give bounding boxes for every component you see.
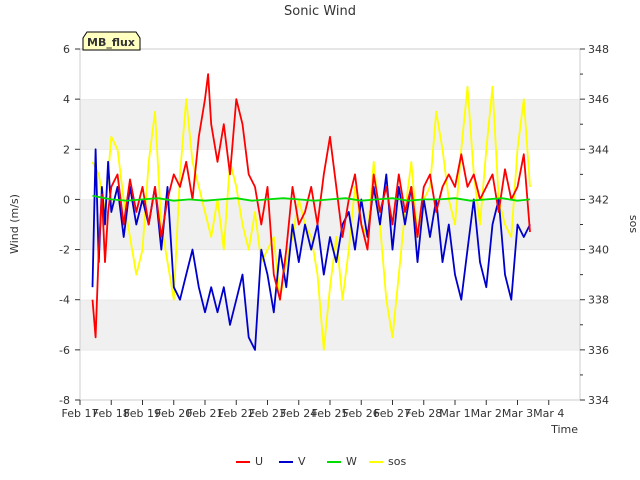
x-tick-label: Mar 2	[471, 407, 502, 420]
x-axis-label: Time	[550, 423, 578, 436]
legend-label-w: W	[346, 455, 357, 468]
series-line-u	[91, 73, 531, 339]
y2-tick-label: 344	[588, 143, 609, 156]
x-tick-label: Feb 26	[343, 407, 380, 420]
x-tick-label: Feb 28	[405, 407, 442, 420]
x-tick-label: Feb 24	[280, 407, 317, 420]
y2-tick-label: 342	[588, 193, 609, 206]
y-tick-label: 2	[63, 143, 70, 156]
x-tick-label: Mar 4	[533, 407, 564, 420]
site-badge-shape	[82, 31, 141, 51]
y2-tick-label: 340	[588, 244, 609, 257]
x-tick-label: Feb 27	[374, 407, 411, 420]
y-tick-label: 4	[63, 93, 70, 106]
x-tick-label: Feb 21	[187, 407, 224, 420]
y2-axis: 334 336 338 340 342 344 346 348	[580, 43, 609, 407]
x-tick-label: Mar 1	[439, 407, 470, 420]
y2-tick-label: 346	[588, 93, 609, 106]
y-tick-label: -4	[59, 294, 70, 307]
x-tick-label: Feb 18	[93, 407, 130, 420]
site-badge: MB_flux	[82, 31, 141, 51]
series-lines	[91, 73, 531, 351]
x-tick-label: Feb 17	[62, 407, 99, 420]
y-tick-label: -8	[59, 394, 70, 407]
y2-tick-label: 336	[588, 344, 609, 357]
y-tick-label: 6	[63, 43, 70, 56]
x-tick-label: Mar 3	[502, 407, 533, 420]
legend-label-sos: sos	[388, 455, 406, 468]
chart-title: Sonic Wind	[284, 4, 356, 19]
y2-axis-label: sos	[627, 215, 640, 233]
y-tick-label: -6	[59, 344, 70, 357]
y-tick-label: -2	[59, 244, 70, 257]
y-tick-label: 0	[63, 193, 70, 206]
y2-tick-label: 334	[588, 394, 609, 407]
x-tick-label: Feb 20	[155, 407, 192, 420]
band	[80, 299, 580, 350]
site-label: MB_flux	[87, 36, 135, 49]
x-tick-label: Feb 25	[312, 407, 349, 420]
y2-tick-label: 348	[588, 43, 609, 56]
legend-label-u: U	[255, 455, 263, 468]
x-tick-label: Feb 22	[218, 407, 255, 420]
series-line-w	[92, 194, 531, 202]
y-axis-label: Wind (m/s)	[8, 194, 21, 254]
band	[80, 349, 580, 400]
y-axis: -8 -6 -4 -2 0 2 4 6	[59, 43, 80, 407]
band	[80, 49, 580, 100]
x-tick-label: Feb 23	[249, 407, 286, 420]
y2-tick-label: 338	[588, 294, 609, 307]
legend-label-v: V	[298, 455, 306, 468]
x-tick-label: Feb 19	[124, 407, 161, 420]
